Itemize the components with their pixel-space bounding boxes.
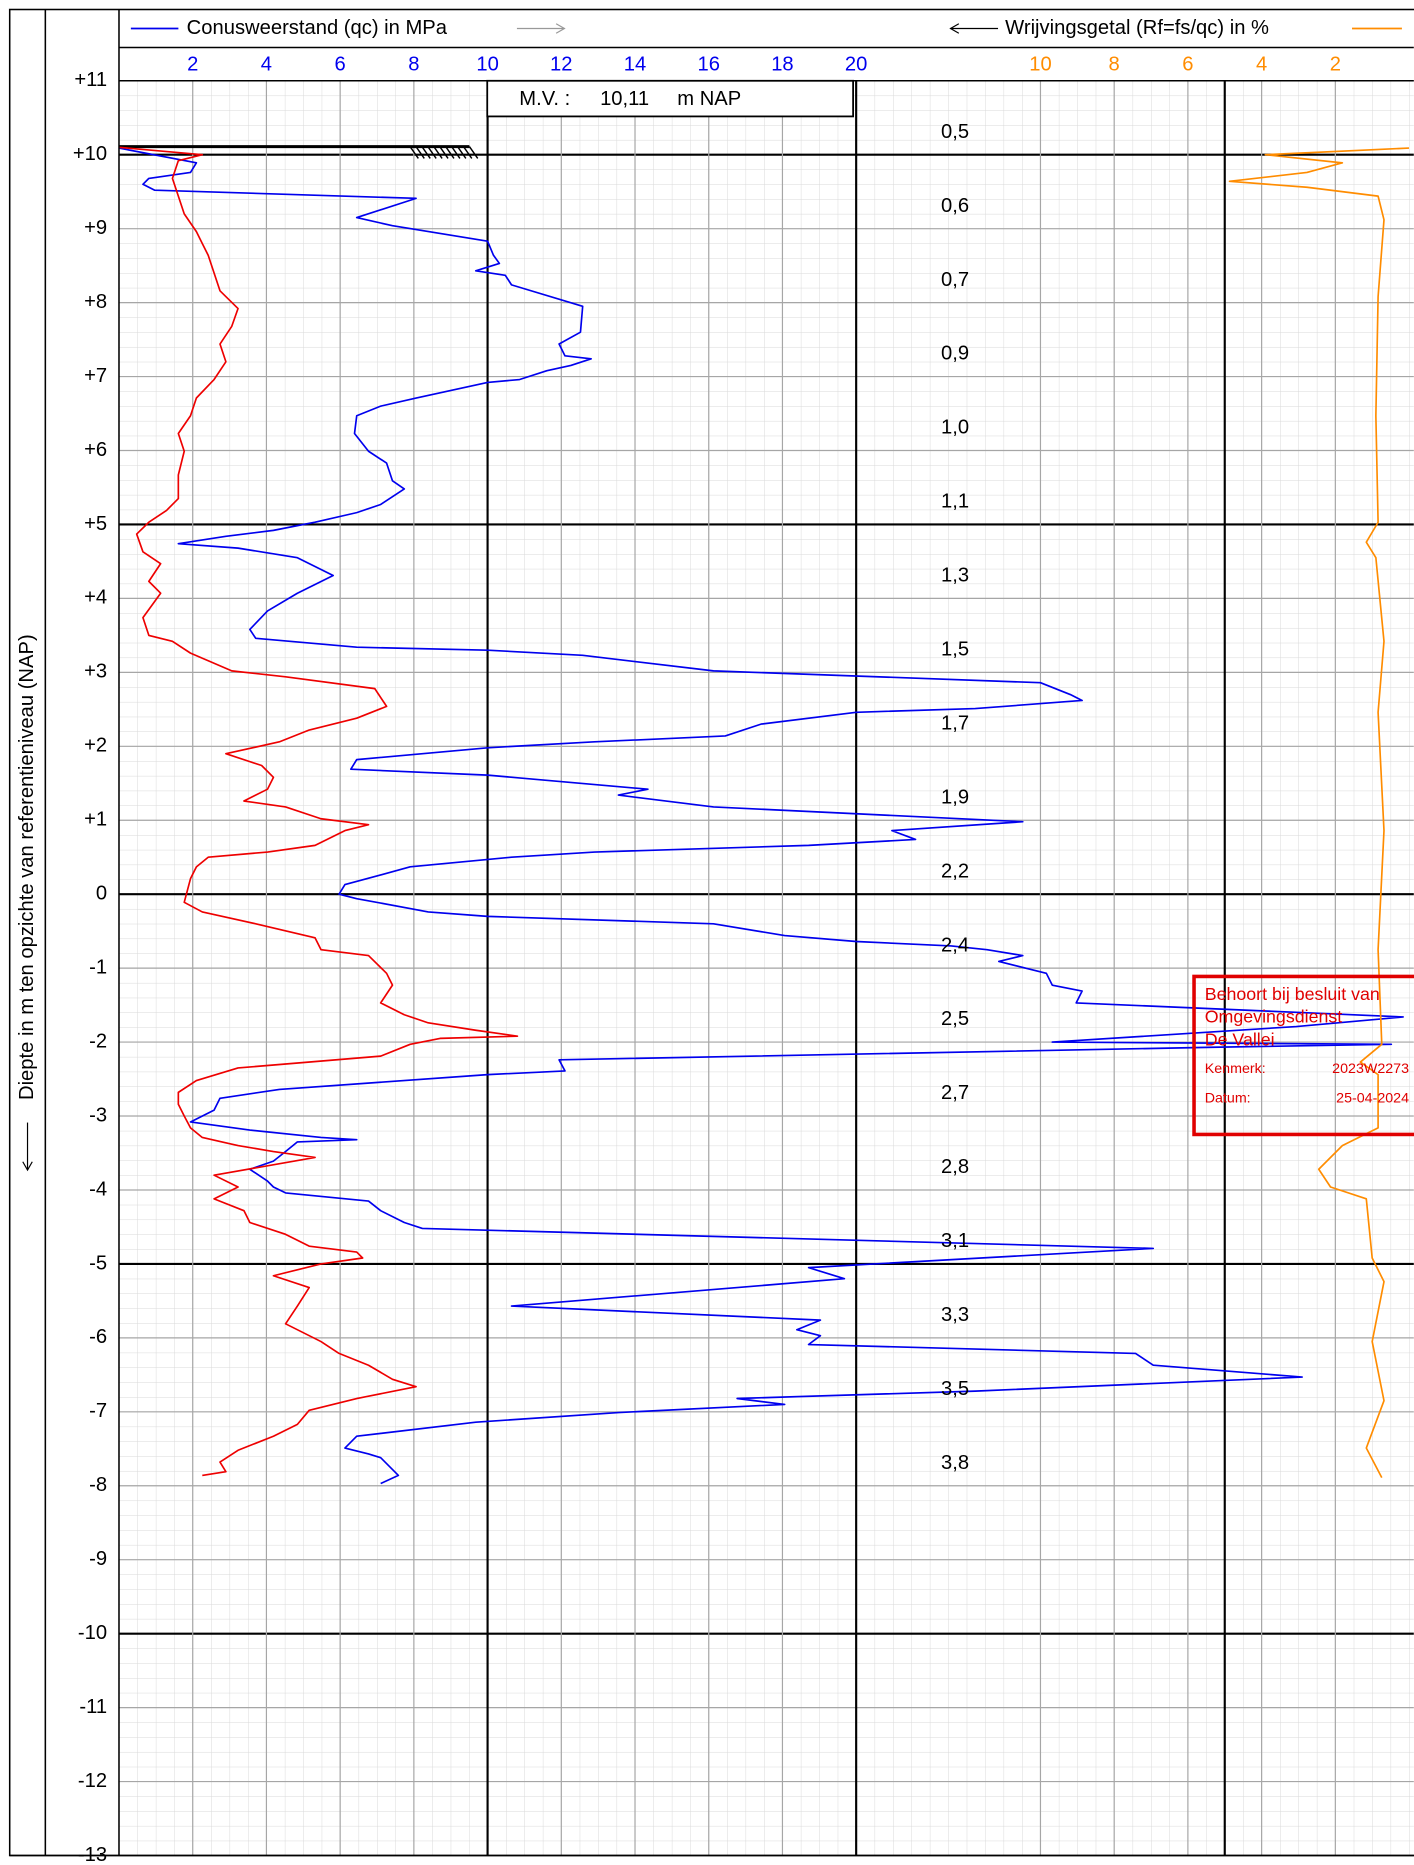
x-tick-label: 20 bbox=[845, 54, 867, 76]
depth-annotation: 0,7 bbox=[941, 269, 969, 291]
y-axis-label: Diepte in m ten opzichte van referentien… bbox=[16, 634, 38, 1100]
depth-annotation: 2,7 bbox=[941, 1082, 969, 1104]
stamp-text: Datum: bbox=[1205, 1091, 1251, 1107]
y-tick-label: -7 bbox=[89, 1400, 107, 1422]
depth-annotation: 1,5 bbox=[941, 638, 969, 660]
x-tick-label: 8 bbox=[408, 54, 419, 76]
x2-tick-label: 2 bbox=[1330, 54, 1341, 76]
depth-annotation: 3,1 bbox=[941, 1230, 969, 1252]
y-tick-label: +9 bbox=[84, 217, 107, 239]
surface-unit: m NAP bbox=[677, 88, 741, 110]
stamp: Behoort bij besluit van Omgevingsdienst … bbox=[1192, 974, 1414, 1137]
x2-tick-label: 10 bbox=[1029, 54, 1051, 76]
x-tick-label: 18 bbox=[771, 54, 793, 76]
y-tick-label: +6 bbox=[84, 439, 107, 461]
y-tick-label: +2 bbox=[84, 735, 107, 757]
stamp-text: Behoort bij besluit van bbox=[1205, 984, 1380, 1004]
y-tick-label: +8 bbox=[84, 291, 107, 313]
depth-annotation: 3,3 bbox=[941, 1304, 969, 1326]
depth-annotation: 2,8 bbox=[941, 1156, 969, 1178]
depth-annotation: 0,5 bbox=[941, 121, 969, 143]
y-tick-label: +1 bbox=[84, 809, 107, 831]
stamp-text: Omgevingsdienst bbox=[1205, 1007, 1343, 1027]
surface-box bbox=[486, 79, 855, 118]
depth-annotation: 0,6 bbox=[941, 195, 969, 217]
y-tick-label: -6 bbox=[89, 1326, 107, 1348]
y-tick-label: +3 bbox=[84, 661, 107, 683]
stamp-text: Kenmerk: bbox=[1205, 1061, 1266, 1077]
legend-arrow bbox=[516, 23, 566, 34]
depth-annotation: 2,2 bbox=[941, 860, 969, 882]
legend-label: Wrijvingsgetal (Rf=fs/qc) in % bbox=[1005, 17, 1269, 39]
depth-annotation: 0,9 bbox=[941, 343, 969, 365]
curves bbox=[118, 145, 1410, 1485]
legend-label: Conusweerstand (qc) in MPa bbox=[187, 17, 448, 39]
x-tick-label: 4 bbox=[261, 54, 272, 76]
x-tick-label: 10 bbox=[476, 54, 498, 76]
depth-annotation: 3,5 bbox=[941, 1378, 969, 1400]
y-tick-label: -11 bbox=[79, 1696, 107, 1718]
y-tick-label: +5 bbox=[84, 513, 107, 535]
surface-label: M.V. : bbox=[519, 88, 570, 110]
y-tick-label: -8 bbox=[89, 1474, 107, 1496]
y-tick-label: -4 bbox=[89, 1178, 107, 1200]
y-tick-label: +4 bbox=[84, 587, 107, 609]
y-tick-label: 0 bbox=[96, 883, 107, 905]
x-tick-label: 16 bbox=[697, 54, 719, 76]
cpt-curve bbox=[1228, 147, 1410, 1479]
stamp-text: 2023W2273 bbox=[1332, 1061, 1409, 1077]
depth-annotation: 2,5 bbox=[941, 1008, 969, 1030]
legend-arrow bbox=[949, 23, 999, 34]
cpt-curve bbox=[118, 147, 1404, 1485]
y-tick-label: +7 bbox=[84, 365, 107, 387]
stamp-text: De Vallei bbox=[1205, 1029, 1275, 1049]
y-tick-label: -3 bbox=[89, 1104, 107, 1126]
y-label-arrow bbox=[22, 1122, 33, 1172]
x-tick-label: 2 bbox=[187, 54, 198, 76]
y-tick-label: -1 bbox=[89, 956, 107, 978]
x-tick-label: 12 bbox=[550, 54, 572, 76]
y-tick-label: -13 bbox=[78, 1844, 107, 1865]
x-tick-label: 6 bbox=[335, 54, 346, 76]
y-tick-label: -10 bbox=[78, 1622, 107, 1644]
depth-annotation: 1,3 bbox=[941, 565, 969, 587]
x2-tick-label: 8 bbox=[1109, 54, 1120, 76]
y-tick-label: +10 bbox=[73, 143, 107, 165]
cpt-curve bbox=[118, 146, 519, 1477]
y-tick-label: +11 bbox=[74, 69, 107, 91]
depth-annotation: 1,9 bbox=[941, 786, 969, 808]
grid bbox=[118, 80, 1414, 1857]
depth-annotation: 2,4 bbox=[941, 934, 969, 956]
stamp-text: 25-04-2024 bbox=[1336, 1091, 1409, 1107]
y-tick-label: -12 bbox=[78, 1770, 107, 1792]
x2-tick-label: 6 bbox=[1182, 54, 1193, 76]
depth-annotation: 1,0 bbox=[941, 417, 969, 439]
labels: +11+10+9+8+7+6+5+4+3+2+10-1-2-3-4-5-6-7-… bbox=[73, 54, 1341, 1865]
stamp-frame bbox=[1192, 974, 1414, 1137]
depth-annotation: 3,8 bbox=[941, 1452, 969, 1474]
x-tick-label: 14 bbox=[624, 54, 646, 76]
surface-hatch bbox=[409, 146, 479, 159]
surface-value: 10,11 bbox=[600, 88, 649, 110]
y-tick-label: -5 bbox=[89, 1252, 107, 1274]
y-tick-label: -2 bbox=[89, 1030, 107, 1052]
x2-tick-label: 4 bbox=[1256, 54, 1267, 76]
y-tick-label: -9 bbox=[89, 1548, 107, 1570]
depth-annotation: 1,1 bbox=[941, 491, 969, 513]
depth-annotation: 1,7 bbox=[941, 712, 969, 734]
